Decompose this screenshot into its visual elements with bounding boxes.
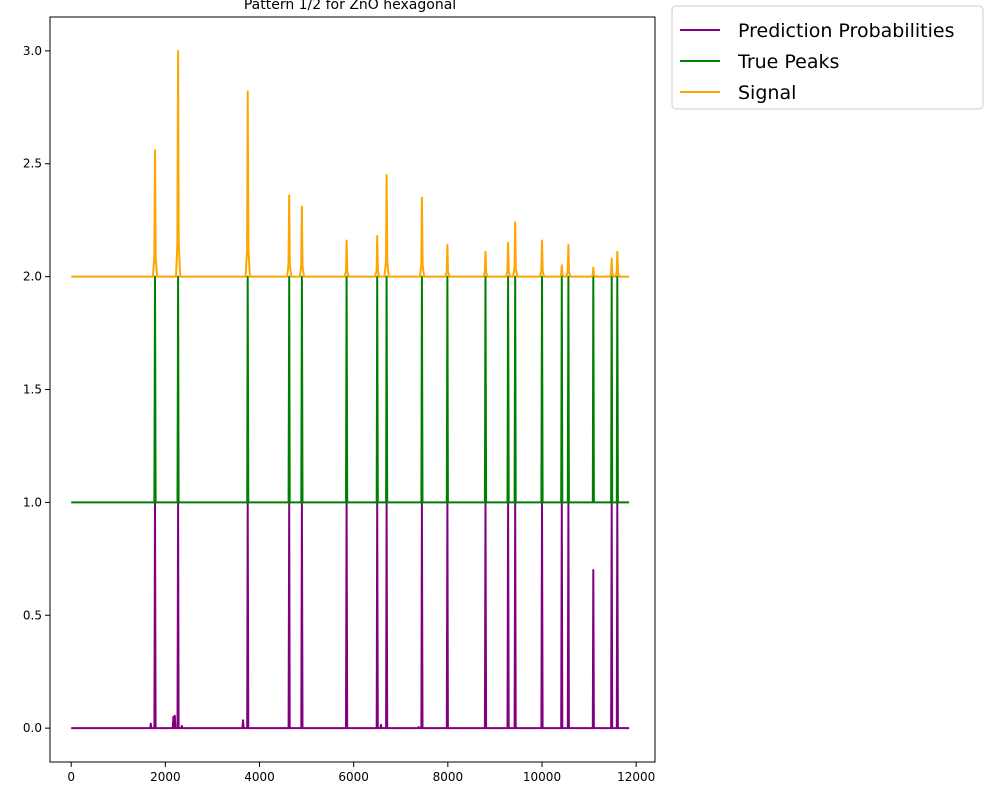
- x-axis: 0 2000 4000 6000 8000 10000 12000: [67, 762, 655, 784]
- series-line-3: [71, 49, 630, 278]
- legend-label-2: True Peaks: [737, 51, 839, 73]
- y-tick-label: 1.5: [23, 383, 42, 397]
- x-tick-label: 2000: [150, 770, 181, 784]
- y-tick-label: 0.5: [23, 608, 42, 622]
- x-tick-label: 6000: [338, 770, 369, 784]
- x-tick-label: 0: [67, 770, 75, 784]
- x-tick-label: 8000: [433, 770, 464, 784]
- legend-box: [671, 5, 984, 110]
- legend-label-3: Signal: [738, 82, 796, 104]
- x-tick-label: 12000: [617, 770, 655, 784]
- legend-label-1: Prediction Probabilities: [738, 20, 955, 42]
- x-tick-label: 4000: [244, 770, 275, 784]
- series-line-2: [71, 275, 630, 504]
- x-tick-label: 10000: [523, 770, 561, 784]
- legend: Prediction Probabilities True Peaks Signal: [671, 5, 984, 110]
- y-tick-label: 2.5: [23, 157, 42, 171]
- y-tick-label: 3.0: [23, 44, 42, 58]
- y-tick-label: 0.0: [23, 721, 42, 735]
- y-tick-label: 2.0: [23, 270, 42, 284]
- series-layer: [71, 49, 630, 730]
- y-axis: 0.0 0.5 1.0 1.5 2.0 2.5 3.0: [23, 44, 50, 735]
- series-line-1: [71, 501, 630, 730]
- chart-title: Pattern 1/2 for ZnO hexagonal: [244, 0, 456, 13]
- y-tick-label: 1.0: [23, 495, 42, 509]
